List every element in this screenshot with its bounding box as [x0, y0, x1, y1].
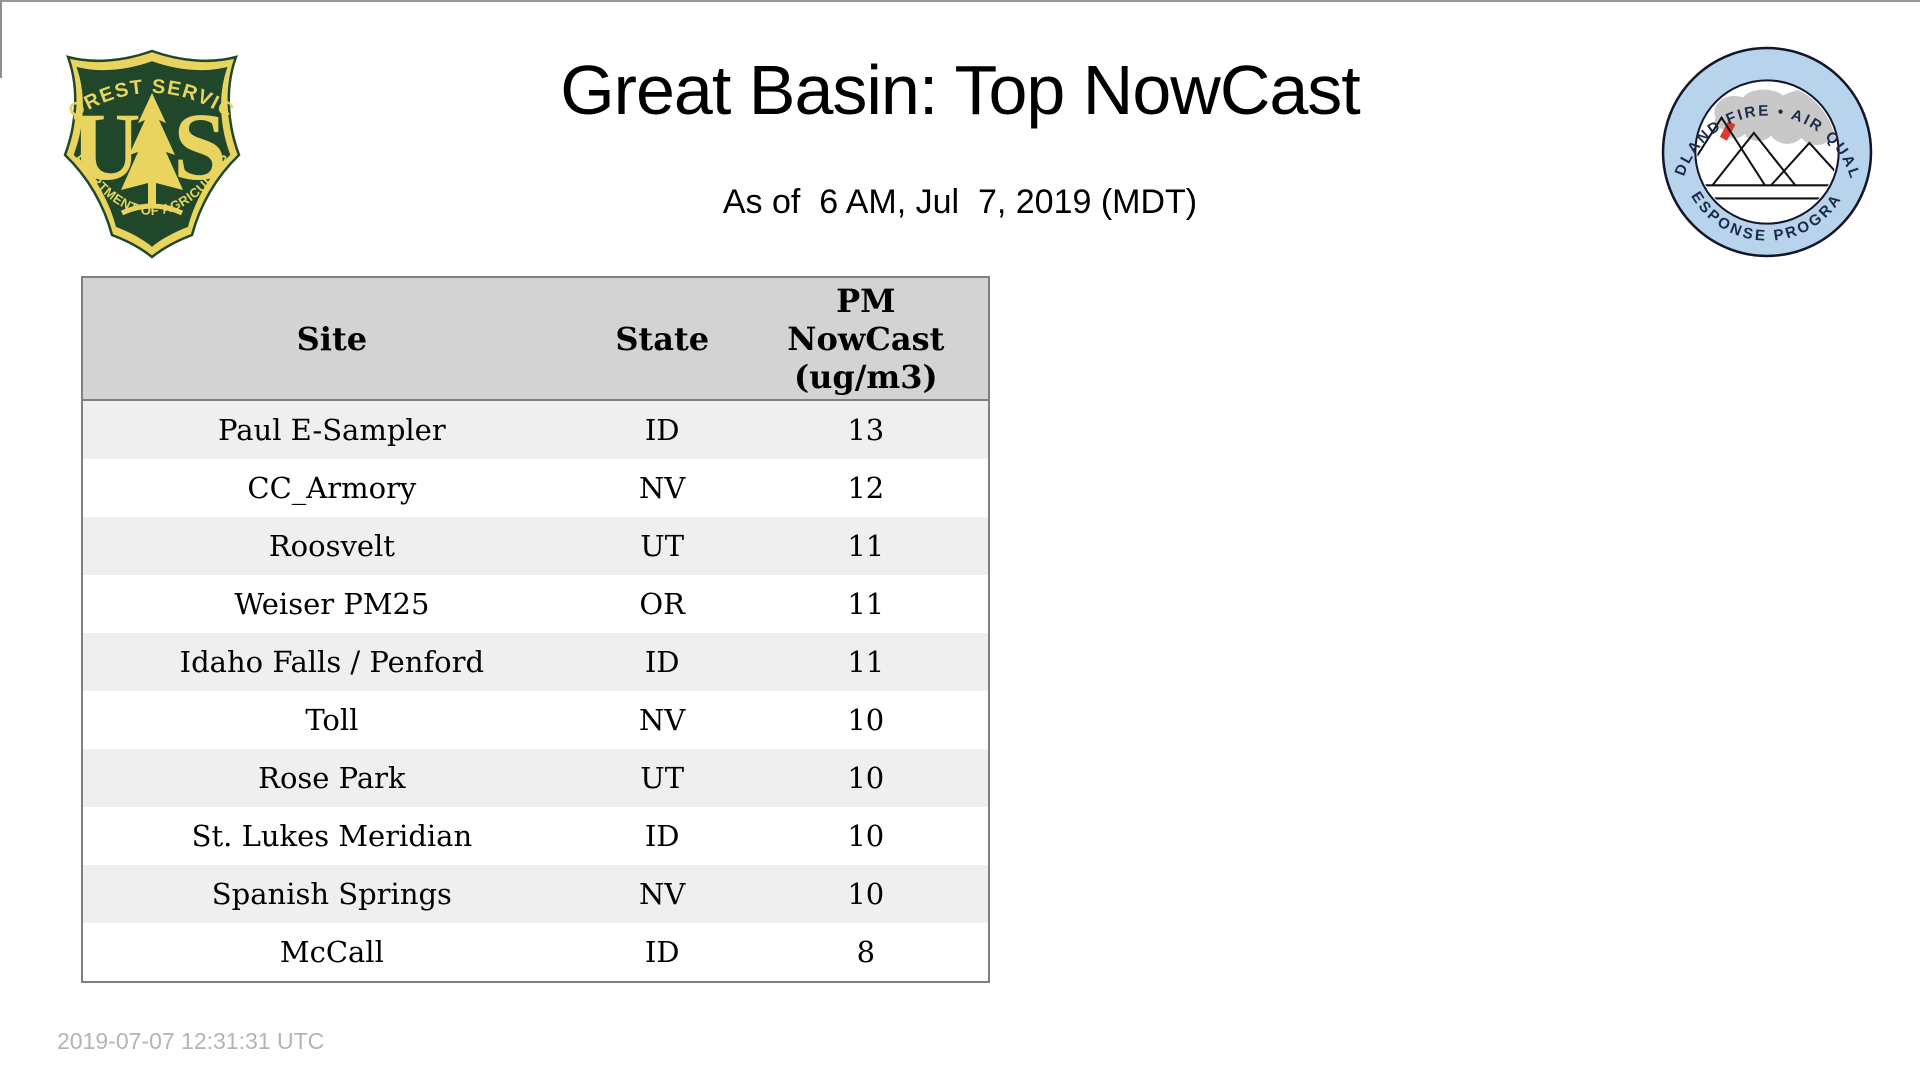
table-row: CC_Armory NV 12: [83, 459, 988, 517]
cell-value: 10: [847, 819, 885, 853]
table-row: Rose Park UT 10: [83, 749, 988, 807]
wfaqrp-logo: WILDLAND FIRE • AIR QUALITY RESPONSE PRO…: [1660, 45, 1873, 258]
cell-site: McCall: [279, 935, 384, 969]
header-cell-state: State: [615, 319, 710, 358]
cell-site: Toll: [305, 703, 359, 737]
cell-value: 12: [847, 471, 885, 505]
window-left-edge-line: [0, 0, 2, 78]
cell-site: Idaho Falls / Penford: [179, 645, 485, 679]
table-row: Paul E-Sampler ID 13: [83, 401, 988, 459]
table-row: McCall ID 8: [83, 923, 988, 981]
header-cell-pm: PM NowCast (ug/m3): [744, 282, 988, 396]
header-pm-line3: (ug/m3): [793, 357, 938, 396]
cell-value: 13: [847, 413, 885, 447]
cell-site: Rose Park: [258, 761, 406, 795]
cell-value: 10: [847, 703, 885, 737]
cell-state: OR: [639, 587, 685, 621]
forest-service-logo: FOREST SERVICE U S DEPARTMENT OF AGRICUL…: [52, 44, 241, 259]
cell-site: Roosvelt: [268, 529, 395, 563]
table-row: Toll NV 10: [83, 691, 988, 749]
cell-site: Spanish Springs: [211, 877, 452, 911]
header-cell-site: Site: [296, 319, 368, 358]
cell-site: Weiser PM25: [234, 587, 430, 621]
cell-state: NV: [639, 877, 686, 911]
cell-value: 10: [847, 877, 885, 911]
cell-state: ID: [644, 819, 680, 853]
table-row: Roosvelt UT 11: [83, 517, 988, 575]
cell-state: ID: [644, 645, 680, 679]
table-row: Weiser PM25 OR 11: [83, 575, 988, 633]
window-top-edge-line: [0, 0, 1920, 2]
header-pm-line1: PM: [836, 281, 896, 320]
page-subtitle: As of 6 AM, Jul 7, 2019 (MDT): [722, 183, 1198, 221]
cell-value: 10: [847, 761, 885, 795]
table-row: Idaho Falls / Penford ID 11: [83, 633, 988, 691]
cell-state: UT: [640, 761, 685, 795]
nowcast-table: Site State PM NowCast (ug/m3) Paul E-Sam…: [81, 276, 990, 983]
cell-state: NV: [639, 471, 686, 505]
cell-site: St. Lukes Meridian: [191, 819, 473, 853]
cell-value: 11: [847, 645, 885, 679]
table-row: St. Lukes Meridian ID 10: [83, 807, 988, 865]
cell-site: CC_Armory: [247, 471, 417, 505]
cell-state: ID: [644, 413, 680, 447]
header-pm-line2: NowCast: [787, 319, 945, 358]
table-header-row: Site State PM NowCast (ug/m3): [83, 278, 988, 401]
cell-value: 8: [856, 935, 876, 969]
page-title: Great Basin: Top NowCast: [560, 51, 1361, 129]
cell-site: Paul E-Sampler: [218, 413, 446, 447]
cell-value: 11: [847, 529, 885, 563]
table-body: Paul E-Sampler ID 13 CC_Armory NV 12 Roo…: [83, 401, 988, 981]
flame-icon: [1719, 120, 1736, 141]
mountains-icon: [1697, 115, 1837, 200]
cell-state: ID: [644, 935, 680, 969]
smoke-icon: [1714, 89, 1837, 145]
cell-state: NV: [639, 703, 686, 737]
cell-value: 11: [847, 587, 885, 621]
usfs-letter-s: S: [173, 93, 226, 200]
tree-base-swoosh: [120, 203, 184, 216]
cell-state: UT: [640, 529, 685, 563]
table-row: Spanish Springs NV 10: [83, 865, 988, 923]
footer-timestamp: 2019-07-07 12:31:31 UTC: [57, 1028, 325, 1054]
pine-tree-icon: [121, 93, 183, 205]
